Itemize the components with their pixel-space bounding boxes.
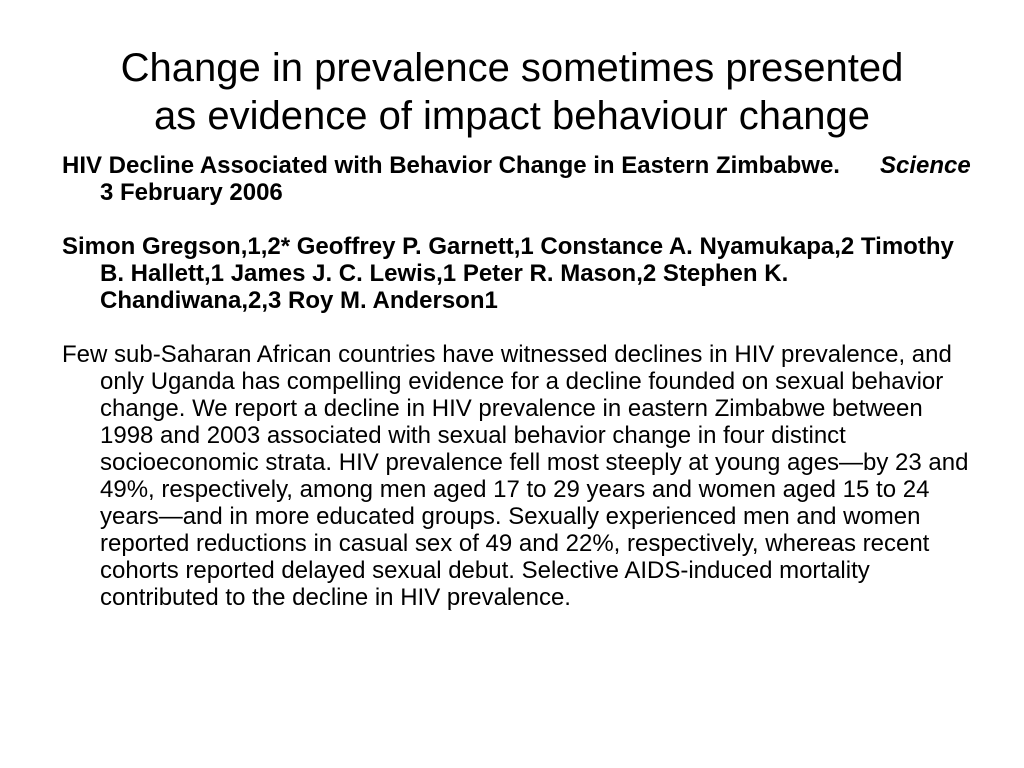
abstract-text: Few sub-Saharan African countries have w… [62, 341, 969, 611]
citation: HIV Decline Associated with Behavior Cha… [62, 152, 972, 206]
author-list: Simon Gregson,1,2* Geoffrey P. Garnett,1… [62, 233, 954, 314]
slide-title: Change in prevalence sometimes presented… [40, 44, 984, 140]
citation-journal: Science [879, 152, 971, 179]
slide-title-line-2: as evidence of impact behaviour change [153, 94, 870, 138]
citation-date: 3 February 2006 [100, 179, 283, 206]
slide-title-line-1: Change in prevalence sometimes presented [120, 46, 904, 90]
citation-article-title: HIV Decline Associated with Behavior Cha… [62, 152, 840, 179]
slide-body: HIV Decline Associated with Behavior Cha… [62, 152, 972, 638]
